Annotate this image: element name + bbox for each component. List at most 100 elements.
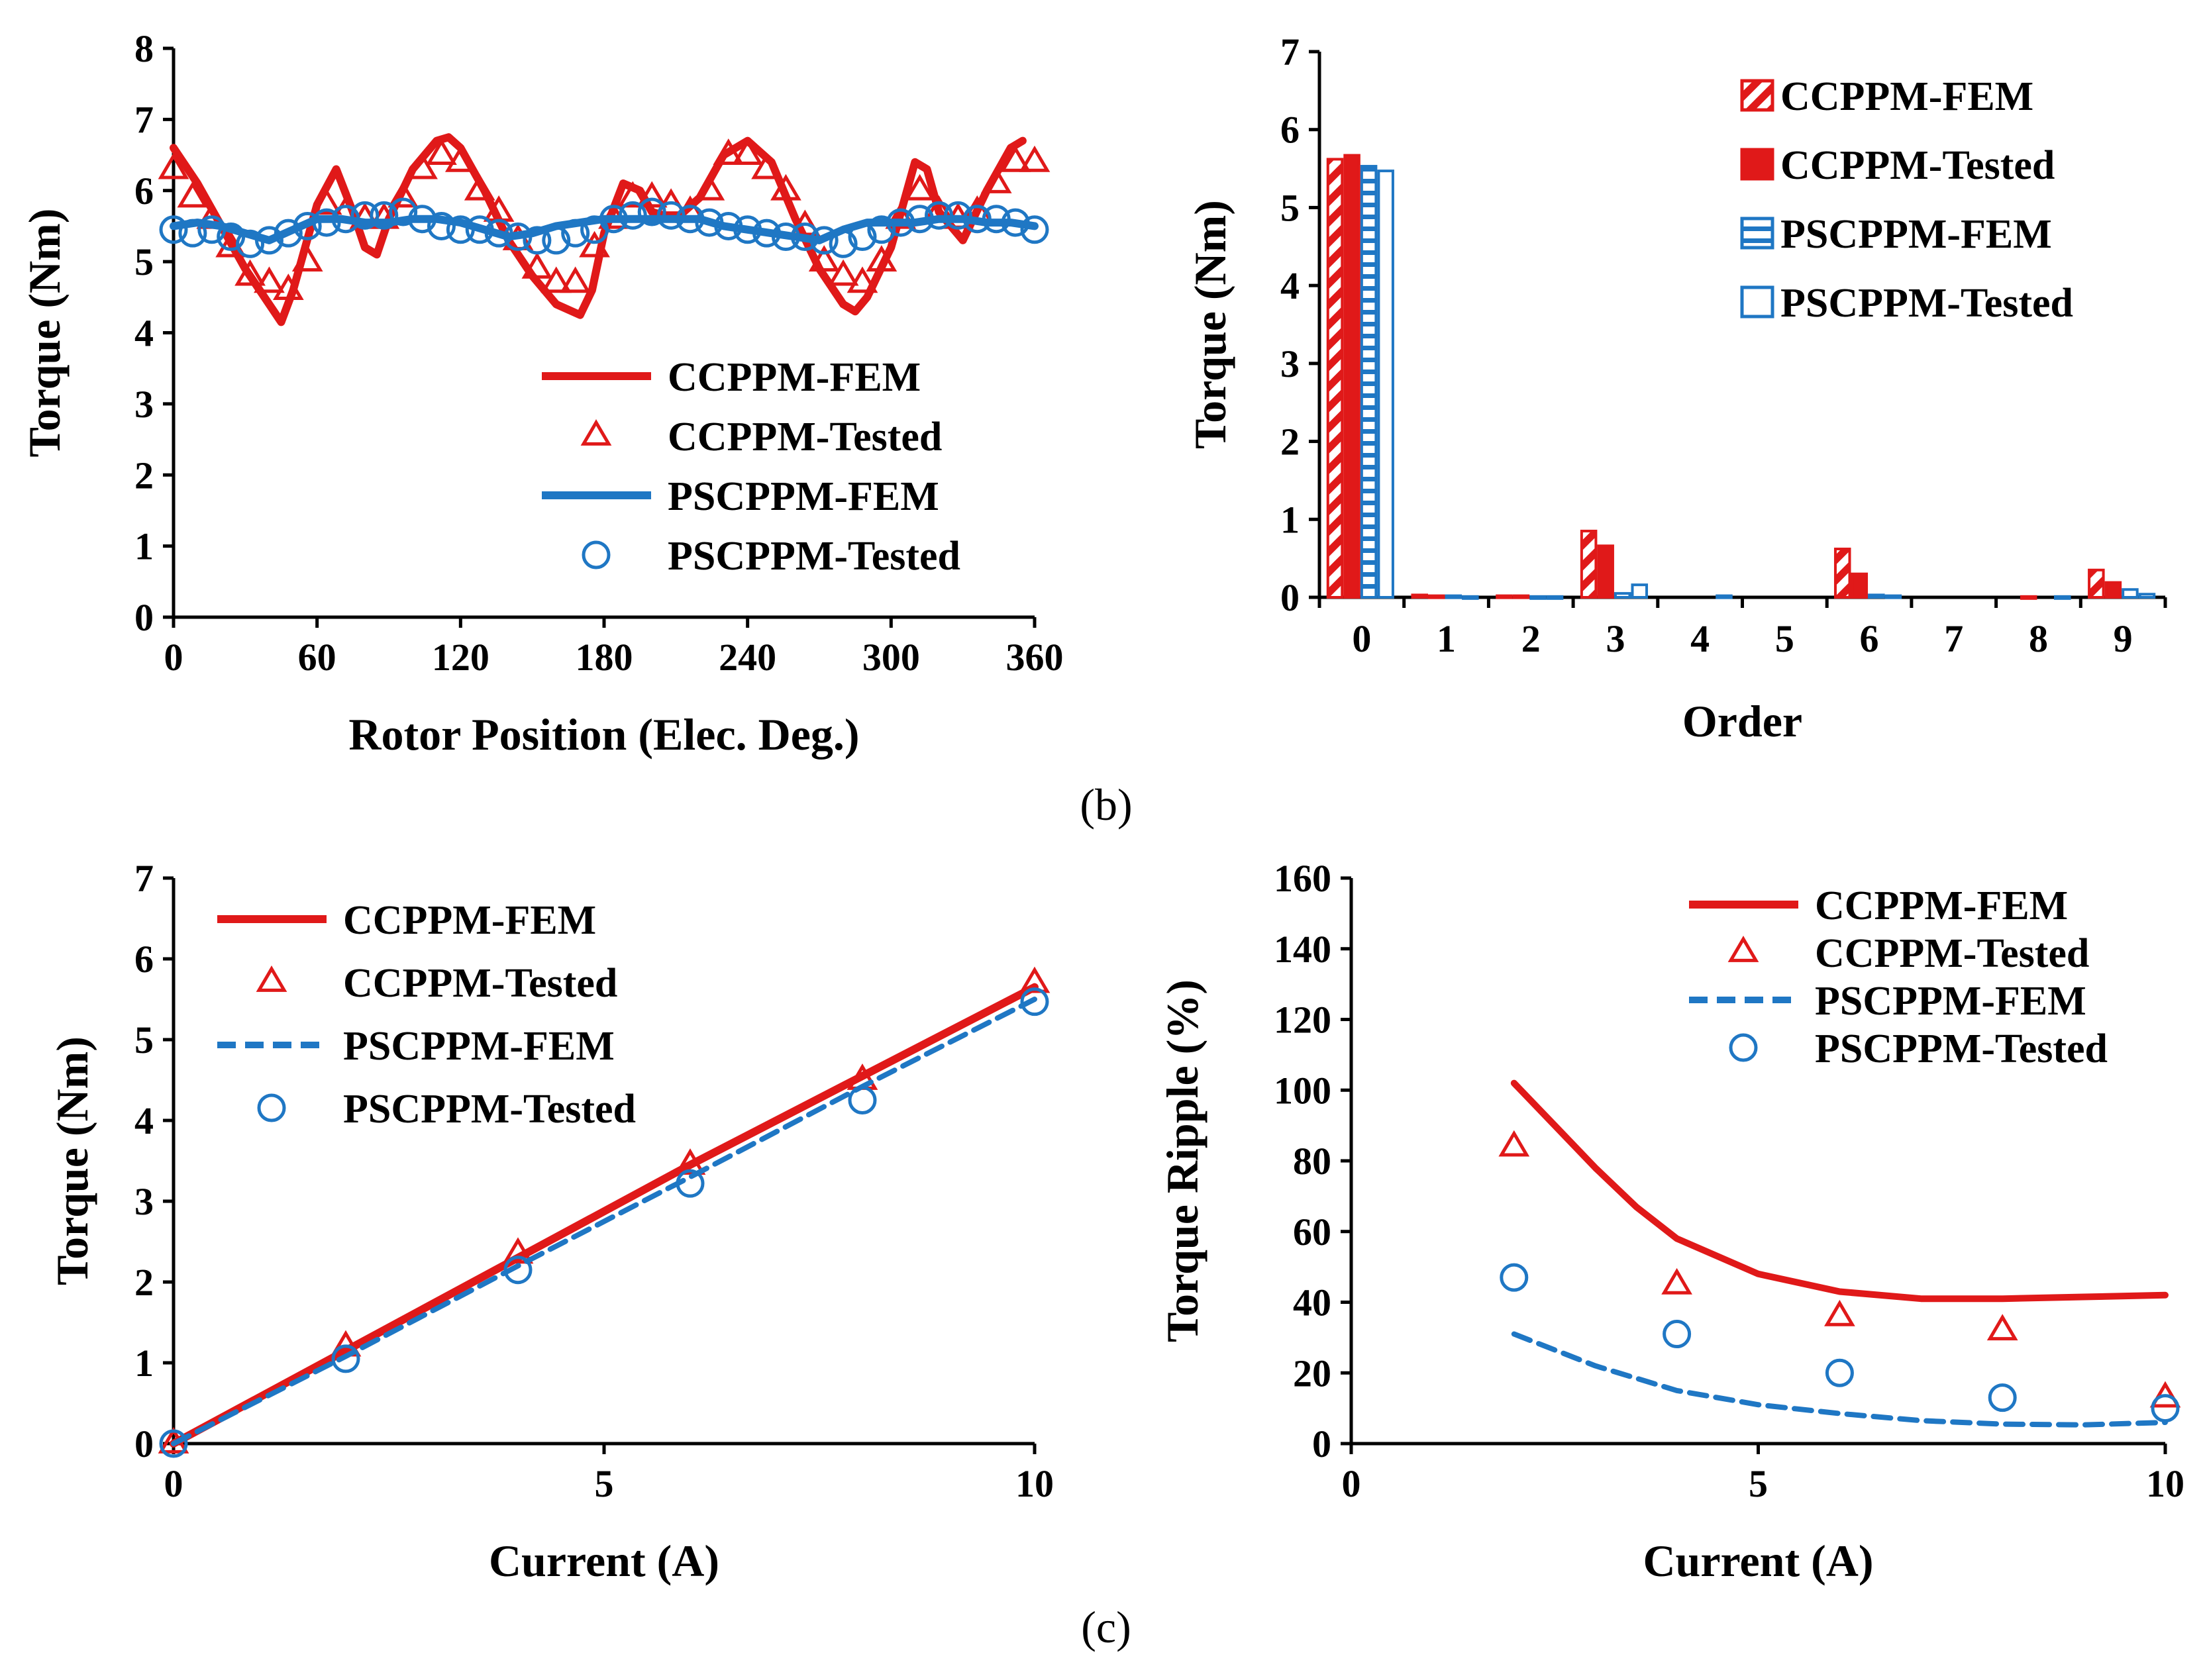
data-point-ccppm-tested [1000, 145, 1031, 172]
legend-key-ccppm-tested [1740, 148, 1774, 181]
y-tick-label: 160 [1274, 857, 1331, 900]
y-tick-label: 8 [134, 27, 154, 70]
data-point-pscppm-tested [254, 226, 283, 255]
y-tick-label: 5 [134, 240, 154, 283]
data-point-ccppm-tested [502, 1237, 534, 1264]
data-point-pscppm-tested [1020, 987, 1049, 1016]
chart-a: 0 1 2 3 4 5 6 7 8 0 60 120 180 240 300 360 Rotor Positio… [19, 27, 1064, 760]
legend-label-ccppm-tested: CCPPM-Tested [1815, 931, 2089, 976]
x-tick-label: 0 [164, 636, 183, 679]
x-tick-label: 360 [1006, 636, 1064, 679]
data-point-pscppm-tested [465, 215, 494, 244]
bar-pscppm-fem [1360, 165, 1378, 599]
data-point-pscppm-tested [503, 1256, 533, 1285]
bar-ccppm-fem [1411, 593, 1429, 599]
x-tick-label: 7 [1944, 617, 1963, 660]
data-point-pscppm-tested [178, 219, 207, 248]
x-tick-label: 5 [1749, 1462, 1768, 1505]
data-point-pscppm-tested [618, 201, 647, 230]
x-tick-label: 2 [1521, 617, 1541, 660]
series-line-ccppm-fem [170, 983, 1039, 1448]
x-axis-title: Order [1682, 696, 1802, 746]
y-tick-label: 40 [1293, 1281, 1331, 1324]
data-point-ccppm-tested [1824, 1299, 1855, 1326]
series-line-ccppm-fem [1510, 1079, 2169, 1303]
x-tick-label: 0 [164, 1462, 183, 1505]
data-point-pscppm-tested [637, 197, 666, 226]
legend-label-ccppm-fem: CCPPM-FEM [668, 355, 921, 400]
data-point-pscppm-tested [331, 1344, 360, 1373]
data-point-pscppm-tested [312, 208, 341, 237]
x-tick-label: 300 [862, 636, 920, 679]
chart-b: 0 1 2 3 4 5 6 7 0 1 2 3 4 5 6 7 8 9 Order Torque (Nm) CCPPM-… [1185, 30, 2167, 746]
data-point-pscppm-tested [943, 201, 972, 230]
legend-label-pscppm-fem: PSCPPM-FEM [343, 1024, 615, 1069]
data-point-pscppm-tested [982, 205, 1011, 234]
x-tick-label: 4 [1690, 617, 1710, 660]
data-point-pscppm-tested [427, 211, 456, 240]
y-tick-label: 2 [1280, 420, 1300, 464]
bar-ccppm-tested [2020, 595, 2037, 600]
y-axis-title: Torque (Nm) [47, 1036, 97, 1285]
data-point-ccppm-tested [1661, 1267, 1692, 1295]
data-point-pscppm-tested [676, 1169, 705, 1198]
y-tick-label: 120 [1274, 999, 1331, 1042]
data-point-pscppm-tested [408, 205, 437, 234]
data-point-pscppm-tested [350, 201, 380, 230]
legend-key-ccppm-tested [580, 419, 612, 446]
y-tick-label: 60 [1293, 1211, 1331, 1254]
data-point-ccppm-tested [1019, 966, 1051, 993]
x-tick-label: 5 [1775, 617, 1794, 660]
bar-pscppm-fem [1445, 594, 1462, 599]
legend-key-pscppm-tested [257, 1093, 286, 1122]
legend-label-pscppm-tested: PSCPPM-Tested [1815, 1026, 2108, 1071]
data-point-pscppm-tested [1020, 215, 1049, 244]
y-tick-label: 5 [1280, 186, 1300, 229]
legend-label-pscppm-fem: PSCPPM-FEM [668, 474, 939, 519]
series-line-pscppm-fem [171, 997, 1037, 1446]
data-point-ccppm-tested [387, 181, 419, 208]
data-point-pscppm-tested [962, 205, 992, 234]
data-point-pscppm-tested [2151, 1394, 2180, 1423]
legend-key-ccppm-tested [256, 965, 287, 992]
bar-pscppm-tested [1462, 595, 1479, 600]
data-point-pscppm-tested [236, 229, 265, 258]
data-point-ccppm-tested [846, 266, 878, 293]
x-tick-label: 60 [298, 636, 336, 679]
data-point-pscppm-tested [484, 219, 513, 248]
bar-ccppm-fem [1326, 158, 1344, 599]
data-point-ccppm-tested [540, 266, 572, 293]
data-point-pscppm-tested [599, 205, 628, 234]
data-point-pscppm-tested [293, 211, 322, 240]
legend-key-pscppm-tested [582, 540, 611, 569]
y-tick-label: 5 [134, 1018, 154, 1062]
bar-ccppm-fem [1833, 548, 1851, 599]
data-point-pscppm-tested [771, 222, 800, 252]
data-point-ccppm-tested [291, 245, 323, 272]
legend-label-ccppm-tested: CCPPM-Tested [1780, 143, 2055, 188]
data-point-ccppm-tested [407, 152, 438, 179]
y-tick-label: 4 [1280, 264, 1300, 307]
bar-ccppm-tested [1428, 594, 1445, 599]
data-point-ccppm-tested [444, 145, 476, 172]
y-tick-label: 0 [134, 596, 154, 639]
data-point-ccppm-tested [1498, 1130, 1530, 1157]
y-tick-label: 100 [1274, 1069, 1331, 1112]
x-tick-label: 0 [1352, 617, 1371, 660]
data-point-ccppm-tested [1019, 145, 1051, 172]
y-tick-label: 3 [134, 383, 154, 426]
data-point-ccppm-tested [751, 152, 782, 179]
legend-label-pscppm-fem: PSCPPM-FEM [1815, 979, 2086, 1024]
y-tick-label: 20 [1293, 1352, 1331, 1395]
data-point-ccppm-tested [560, 266, 591, 293]
data-point-pscppm-tested [714, 211, 743, 240]
data-point-pscppm-tested [925, 201, 954, 230]
data-point-pscppm-tested [1663, 1320, 1692, 1349]
bar-ccppm-tested [1343, 154, 1360, 599]
data-point-pscppm-tested [389, 197, 418, 226]
data-point-pscppm-tested [1500, 1263, 1529, 1292]
data-point-ccppm-tested [827, 259, 859, 286]
data-point-ccppm-tested [311, 188, 342, 215]
legend-label-ccppm-tested: CCPPM-Tested [668, 415, 942, 460]
